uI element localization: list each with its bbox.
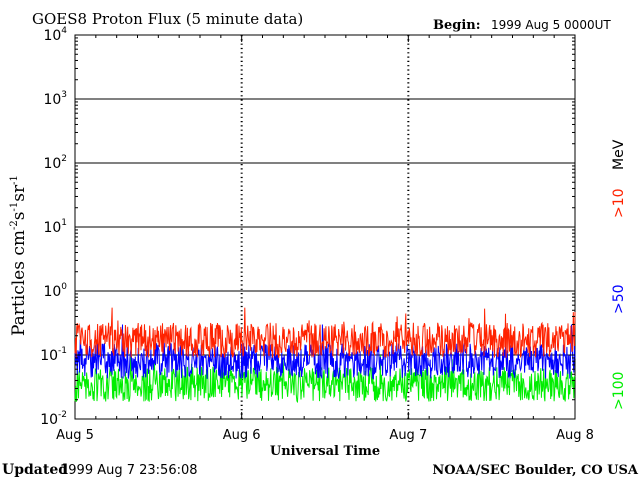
- series-line: [74, 354, 576, 404]
- legend-unit: MeV: [611, 139, 627, 170]
- y-axis-title: Particles cm-2s-1sr-1: [9, 175, 29, 336]
- grid-lines: [75, 98, 575, 356]
- y-tick-label: 100: [43, 282, 67, 300]
- x-tick-label: Aug 5: [56, 428, 94, 443]
- y-tick-label: 101: [43, 218, 67, 236]
- x-tick-label: Aug 8: [556, 428, 594, 443]
- series-line: [74, 324, 576, 380]
- y-tick-label: 10-2: [40, 410, 67, 428]
- x-axis-title: Universal Time: [270, 444, 380, 459]
- y-tick-label: 104: [43, 26, 67, 44]
- x-tick-label: Aug 6: [223, 428, 261, 443]
- series-line: [74, 307, 576, 359]
- series-layer: [74, 307, 576, 404]
- legend-series-50: >50: [611, 284, 627, 314]
- begin-value: 1999 Aug 5 0000UT: [491, 18, 611, 32]
- legend-series-10: >10: [611, 188, 627, 218]
- chart-title: GOES8 Proton Flux (5 minute data): [32, 10, 303, 28]
- updated-label: Updated: [2, 462, 68, 478]
- y-tick-label: 103: [43, 90, 67, 108]
- begin-label: Begin:: [433, 18, 481, 33]
- y-tick-label: 102: [43, 154, 67, 172]
- x-axis-ticks: Aug 5 Aug 6 Aug 7 Aug 8: [56, 35, 594, 443]
- x-tick-label: Aug 7: [389, 428, 427, 443]
- legend-series-100: >100: [611, 372, 627, 410]
- y-axis-ticks: 10-2 10-1 100 101 102 103 104: [40, 26, 575, 428]
- credit-text: NOAA/SEC Boulder, CO USA: [432, 463, 639, 478]
- updated-value: 1999 Aug 7 23:56:08: [60, 463, 198, 478]
- y-tick-label: 10-1: [40, 346, 67, 364]
